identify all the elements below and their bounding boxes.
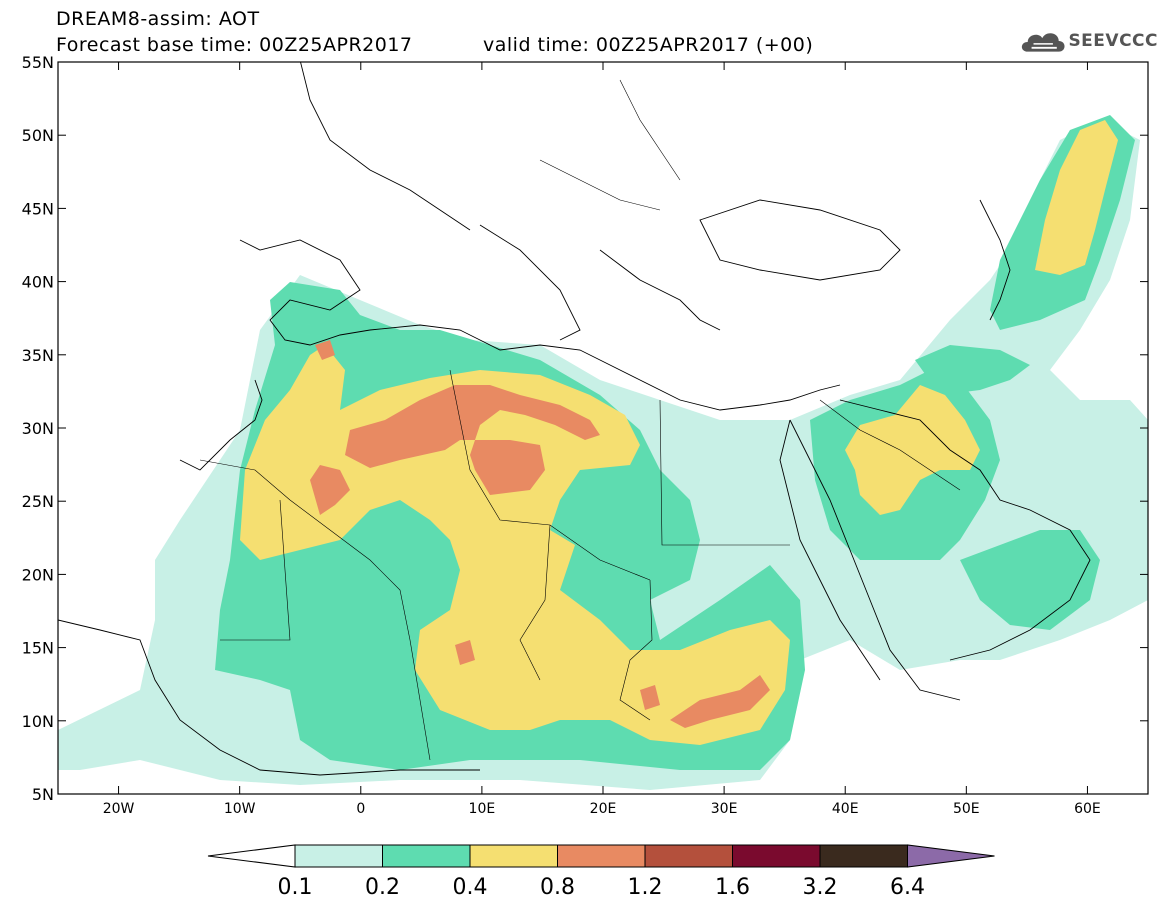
seevccc-logo: SEEVCCC: [1018, 24, 1158, 58]
colorbar-box: [732, 844, 821, 868]
lat-tick-label: 55N: [22, 53, 54, 72]
map-title: DREAM8-assim: AOT: [56, 8, 260, 30]
colorbar-label: 6.4: [890, 875, 925, 900]
lat-tick-label: 30N: [22, 419, 54, 438]
colorbar-label: 0.1: [278, 875, 313, 900]
lat-tick-label: 20N: [22, 565, 54, 584]
colorbar-label: 0.8: [540, 875, 575, 900]
colorbar-arrow-low: [207, 844, 296, 868]
longitude-ticks: 20W 10W 0 10E 20E 30E 40E 50E 60E: [103, 62, 1101, 817]
lat-tick-label: 45N: [22, 199, 54, 218]
aot-fields: [58, 115, 1148, 790]
logo-text: SEEVCCC: [1068, 31, 1158, 51]
cloud-logo-icon: [1021, 33, 1065, 52]
colorbar-label: 0.2: [365, 875, 400, 900]
colorbar-label: 3.2: [803, 875, 838, 900]
colorbar-box: [469, 844, 558, 868]
lat-tick-label: 35N: [22, 346, 54, 365]
forecast-base-time: Forecast base time: 00Z25APR2017: [56, 34, 413, 56]
lon-tick-label: 40E: [832, 801, 859, 817]
lon-tick-label: 0: [356, 801, 365, 817]
lat-tick-label: 25N: [22, 492, 54, 511]
colorbar-arrow-high: [907, 844, 995, 868]
colorbar-label: 1.6: [715, 875, 750, 900]
lat-tick-label: 50N: [22, 126, 54, 145]
colorbar-label: 1.2: [628, 875, 663, 900]
colorbar-box: [382, 844, 471, 868]
lon-tick-label: 30E: [711, 801, 738, 817]
colorbar-label: 0.4: [453, 875, 488, 900]
latitude-ticks: 5N 10N 15N 20N 25N 30N 35N 40N 45N 50N 55N: [22, 53, 1148, 804]
country-borders: [199, 79, 961, 761]
lon-tick-label: 10W: [224, 801, 256, 817]
aot-level-0-8: [310, 340, 770, 728]
lat-tick-label: 5N: [32, 785, 54, 804]
lon-tick-label: 50E: [953, 801, 980, 817]
lon-tick-label: 20W: [103, 801, 135, 817]
colorbar-box: [644, 844, 733, 868]
lon-tick-label: 20E: [590, 801, 617, 817]
lon-tick-label: 10E: [469, 801, 496, 817]
colorbar-box: [294, 844, 383, 868]
lat-tick-label: 15N: [22, 639, 54, 658]
valid-time: valid time: 00Z25APR2017 (+00): [483, 34, 814, 56]
lat-tick-label: 10N: [22, 712, 54, 731]
lon-tick-label: 60E: [1074, 801, 1101, 817]
lat-tick-label: 40N: [22, 273, 54, 292]
coastlines: [58, 62, 1091, 776]
colorbar-box: [819, 844, 908, 868]
colorbar-box: [557, 844, 646, 868]
